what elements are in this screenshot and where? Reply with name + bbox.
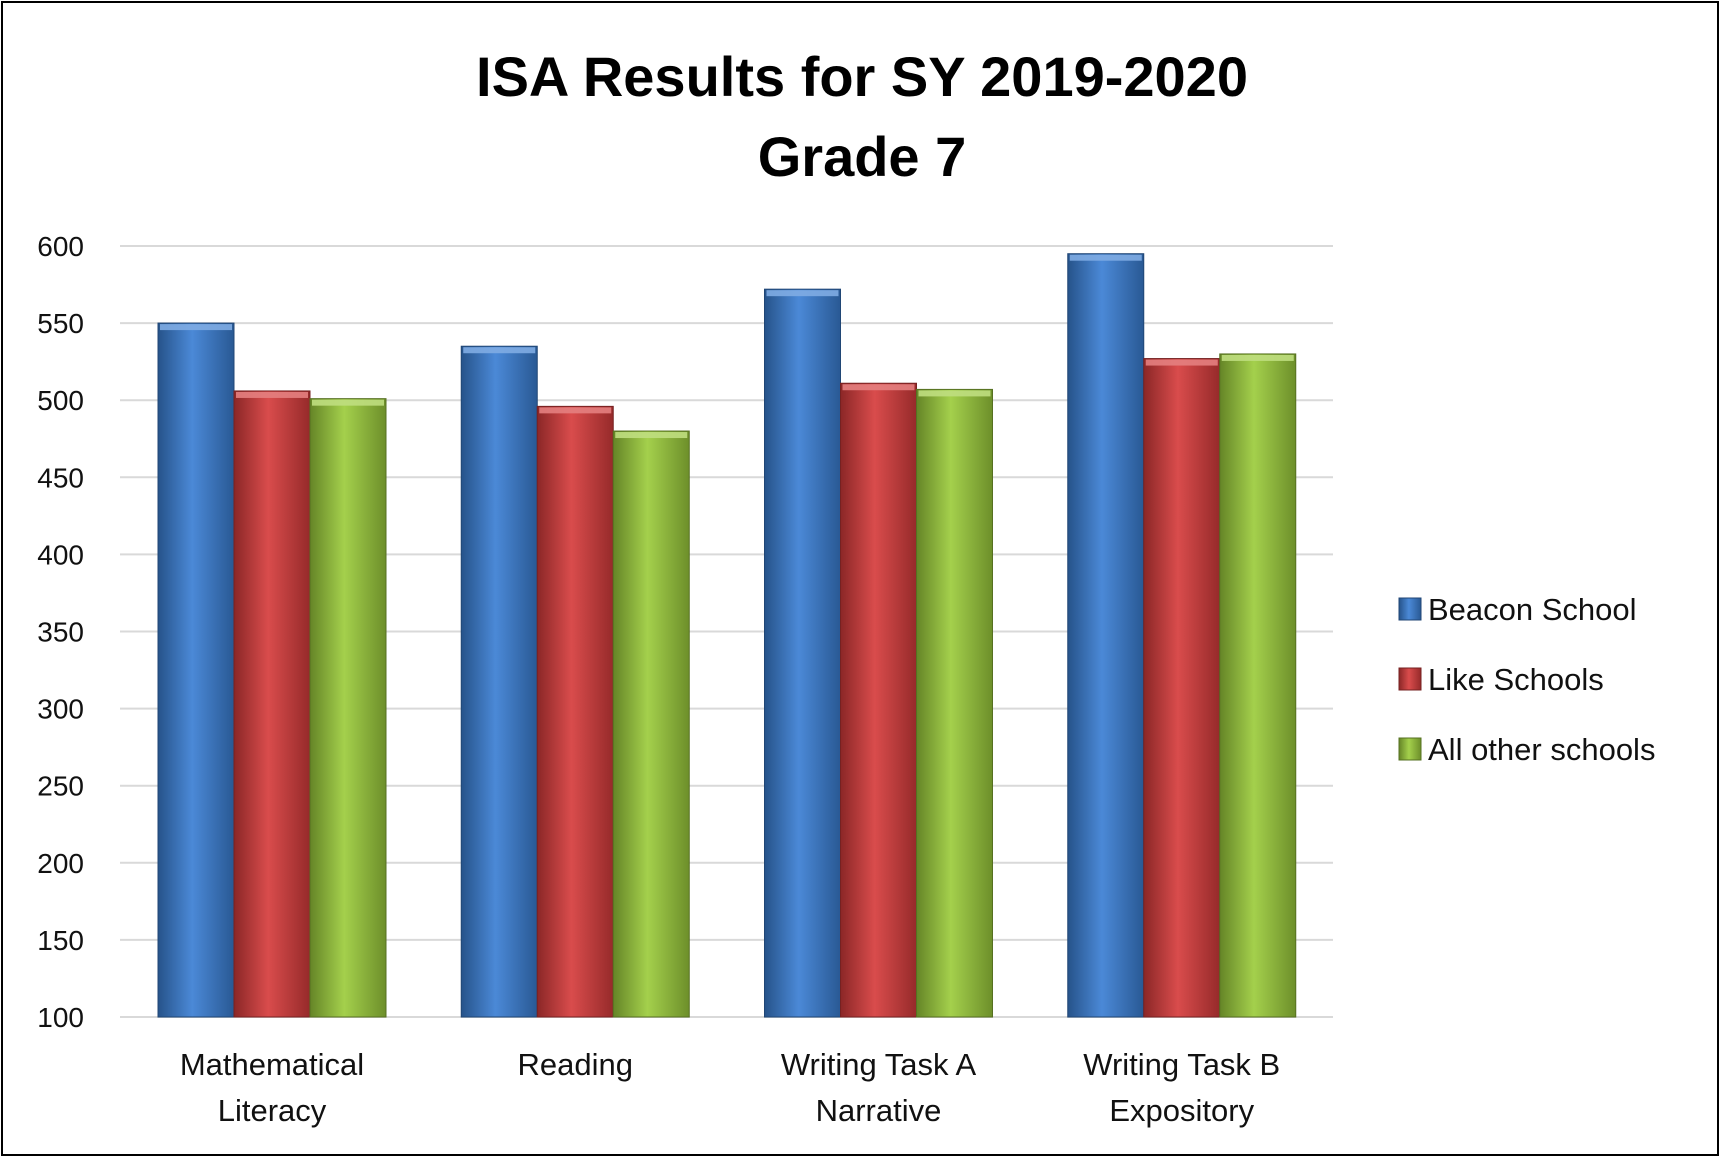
bar-beacon-school [460,345,538,1018]
chart-subtitle: Grade 7 [758,125,967,188]
y-tick-label: 550 [37,308,84,339]
chart-title: ISA Results for SY 2019-2020 [476,45,1248,108]
y-tick-label: 150 [37,925,84,956]
bar-top-highlight [766,290,839,297]
y-tick-label: 250 [37,771,84,802]
legend-swatch [1398,737,1422,761]
bar-beacon-school [157,322,235,1018]
category-label: Writing Task A Narrative [781,1047,977,1128]
bar-beacon-school [1067,253,1145,1018]
y-tick-label: 400 [37,539,84,570]
bars [157,253,1297,1018]
y-axis-ticks: 100 150 200 250 300 350 400 450 500 550 600 [37,231,84,1033]
bar-like-schools [840,382,917,1018]
y-tick-label: 350 [37,617,84,648]
legend-swatch [1398,667,1422,691]
bar-all-other-schools [1219,353,1297,1018]
bar-all-other-schools [309,398,387,1018]
legend-label: Like Schools [1428,662,1604,697]
bar-like-schools [233,390,311,1018]
bar-top-highlight [842,384,915,391]
bar-all-other-schools [612,430,690,1018]
y-tick-label: 450 [37,462,84,493]
bar-top-highlight [160,324,232,331]
legend-swatch [1398,597,1422,621]
bar-like-schools [1143,358,1221,1018]
y-tick-label: 200 [37,848,84,879]
bar-like-schools [536,405,614,1018]
bar-top-highlight [236,391,308,398]
bar-all-other-schools [916,388,993,1018]
bar-top-highlight [615,432,688,439]
bar-top-highlight [1069,254,1142,261]
bar-top-highlight [312,399,384,406]
legend-label: Beacon School [1428,592,1637,627]
bar-beacon-school [764,288,841,1018]
legend-label: All other schools [1428,732,1655,767]
legend: Beacon School Like Schools All other schoo… [1398,592,1655,767]
category-label: Mathematical Literacy [180,1047,364,1128]
bar-top-highlight [539,407,612,414]
y-tick-label: 500 [37,385,84,416]
bar-top-highlight [918,390,991,397]
category-label: Reading [518,1047,633,1082]
bar-top-highlight [1221,354,1294,361]
y-tick-label: 600 [37,231,84,262]
bar-top-highlight [463,347,536,354]
y-tick-label: 100 [37,1002,84,1033]
x-axis-categories: Mathematical Literacy Reading Writing Task … [180,1047,1280,1128]
category-label: Writing Task B Expository [1083,1047,1280,1128]
y-tick-label: 300 [37,694,84,725]
bar-top-highlight [1145,359,1218,366]
